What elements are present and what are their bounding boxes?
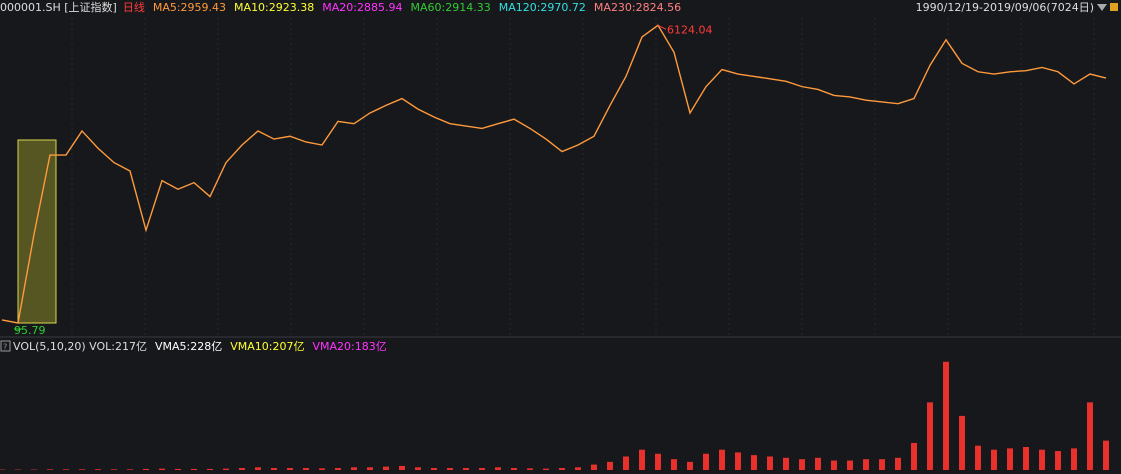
volume-bar <box>287 467 293 470</box>
legend-item: VMA5:228亿 <box>155 340 222 353</box>
volume-bar <box>79 469 85 470</box>
volume-bar <box>1087 402 1093 470</box>
volume-bar <box>655 453 661 470</box>
legend-item: VMA20:183亿 <box>313 340 387 353</box>
volume-bar <box>959 415 965 470</box>
help-icon-glyph: ? <box>3 343 7 352</box>
volume-bar <box>1023 447 1029 470</box>
price-line <box>1 24 1107 324</box>
volume-bar <box>1071 448 1077 470</box>
volume-bar <box>479 467 485 470</box>
volume-bar <box>543 468 549 470</box>
volume-bar <box>303 467 309 470</box>
date-range: 1990/12/19-2019/09/06(7024日) <box>916 1 1094 14</box>
volume-bar <box>255 467 261 470</box>
help-icon[interactable] <box>0 340 11 352</box>
volume-bar <box>1007 448 1013 470</box>
volume-bar <box>111 469 117 470</box>
high-pointer <box>657 24 667 30</box>
volume-bar <box>783 457 789 470</box>
volume-bar <box>911 442 917 470</box>
volume-bar <box>703 453 709 470</box>
volume-bar <box>1103 440 1109 470</box>
volume-bar <box>367 467 373 470</box>
volume-bar <box>207 468 213 470</box>
volume-bar <box>767 456 773 470</box>
volume-bar <box>623 456 629 470</box>
volume-bar <box>639 449 645 470</box>
volume-bar <box>591 464 597 470</box>
symbol-label: 000001.SH [上证指数] <box>0 0 117 14</box>
volume-bar <box>847 460 853 470</box>
volume-bar <box>1055 451 1061 470</box>
lock-icon[interactable] <box>1110 3 1118 11</box>
dropdown-arrow[interactable] <box>1097 4 1107 11</box>
volume-bar <box>607 461 613 470</box>
volume-bar <box>495 467 501 470</box>
legend-item: VMA10:207亿 <box>230 340 304 353</box>
volume-bar <box>895 457 901 470</box>
legend-item: MA20:2885.94 <box>322 1 402 14</box>
volume-bar <box>831 460 837 470</box>
volume-bar <box>975 445 981 470</box>
volume-bar <box>879 459 885 470</box>
volume-bar <box>47 469 53 470</box>
volume-bar <box>687 461 693 470</box>
volume-bar <box>927 402 933 470</box>
legend-item: MA60:2914.33 <box>410 1 490 14</box>
volume-bar <box>735 452 741 470</box>
volume-bar <box>559 467 565 470</box>
volume-bar <box>175 468 181 470</box>
legend-item: MA10:2923.38 <box>234 1 314 14</box>
low-label: 95.79 <box>14 324 46 337</box>
volume-bar <box>719 449 725 470</box>
volume-bar <box>127 469 133 470</box>
volume-bar <box>239 467 245 470</box>
volume-bar <box>943 361 949 470</box>
volume-bar <box>223 468 229 470</box>
legend-item: MA5:2959.43 <box>153 1 226 14</box>
volume-bar <box>447 467 453 470</box>
volume-bar <box>191 468 197 470</box>
volume-bar <box>335 467 341 470</box>
highlight-box <box>17 139 57 324</box>
volume-bar <box>751 455 757 470</box>
volume-bar <box>575 467 581 470</box>
high-label: 6124.04 <box>667 23 713 36</box>
volume-bar <box>671 459 677 470</box>
volume-bar <box>815 457 821 470</box>
volume-bar <box>159 468 165 470</box>
volume-bar <box>319 468 325 470</box>
volume-bar <box>143 468 149 470</box>
volume-bar <box>383 466 389 470</box>
volume-bar <box>271 467 277 470</box>
volume-bar <box>991 449 997 470</box>
volume-bar <box>863 459 869 470</box>
volume-bar <box>95 469 101 470</box>
volume-bar <box>799 459 805 470</box>
volume-bar <box>415 467 421 470</box>
legend-item: MA120:2970.72 <box>499 1 586 14</box>
volume-bar <box>431 467 437 470</box>
volume-bar <box>463 467 469 470</box>
legend-item: 日线 <box>123 0 145 14</box>
legend-item: MA230:2824.56 <box>594 1 681 14</box>
legend-item: VOL(5,10,20) VOL:217亿 <box>13 340 147 353</box>
volume-bar <box>351 467 357 470</box>
volume-bar <box>527 468 533 470</box>
volume-bar <box>511 467 517 470</box>
volume-bar <box>399 465 405 470</box>
volume-bar <box>1039 449 1045 470</box>
volume-bar <box>63 469 69 470</box>
